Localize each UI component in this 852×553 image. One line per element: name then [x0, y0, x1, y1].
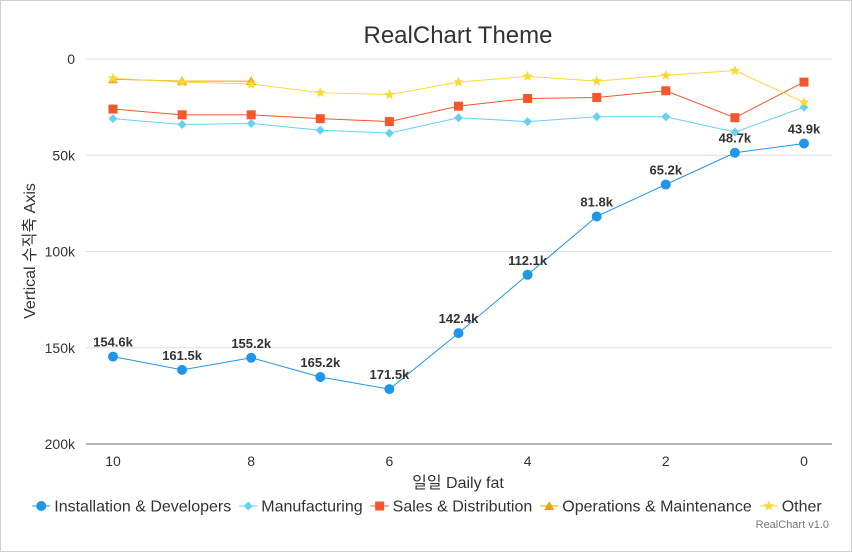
marker-circle: [246, 352, 257, 363]
marker-diamond: [454, 113, 463, 123]
legend-label: Installation & Developers: [54, 499, 231, 516]
marker-star: [591, 75, 602, 86]
series-markers: [107, 65, 810, 395]
marker-square: [108, 104, 118, 114]
marker-star: [453, 76, 464, 87]
marker-square: [661, 86, 671, 96]
chart-title: RealChart Theme: [364, 22, 553, 49]
marker-star: [798, 96, 810, 107]
marker-square: [315, 114, 325, 124]
legend-item[interactable]: Manufacturing: [239, 499, 363, 516]
data-label: 171.5k: [370, 367, 411, 382]
y-tick-label: 150k: [45, 340, 76, 356]
marker-circle: [729, 147, 740, 158]
y-axis-title: Vertical 수직축 Axis: [21, 183, 39, 319]
marker-diamond: [315, 125, 325, 135]
marker-star: [522, 70, 533, 81]
marker-circle: [591, 211, 602, 222]
marker-triangle: [544, 501, 555, 510]
marker-square: [592, 93, 602, 102]
marker-square: [799, 77, 809, 87]
data-label: 81.8k: [580, 194, 613, 209]
legend-label: Manufacturing: [261, 499, 362, 516]
data-label: 48.7k: [719, 131, 752, 146]
marker-star: [315, 87, 326, 98]
marker-diamond: [177, 119, 187, 129]
marker-square: [730, 113, 740, 123]
x-tick-label: 10: [105, 453, 121, 469]
marker-circle: [799, 138, 809, 149]
marker-circle: [315, 372, 326, 383]
marker-star: [384, 89, 395, 100]
legend-label: Operations & Maintenance: [562, 499, 752, 516]
data-labels: 154.6k 161.5k 155.2k 165.2k 171.5k 142.4k 112.…: [93, 122, 821, 383]
marker-square: [384, 117, 394, 127]
data-label: 155.2k: [231, 336, 272, 351]
x-tick-label: 6: [386, 453, 394, 469]
marker-square: [454, 101, 463, 111]
x-tick-label: 0: [800, 453, 808, 469]
y-tick-labels: 0 50k 100k 150k 200k: [45, 51, 76, 452]
x-tick-label: 4: [524, 453, 532, 469]
x-tick-label: 8: [247, 453, 255, 469]
marker-square: [523, 93, 533, 103]
marker-star: [660, 69, 671, 80]
marker-star: [246, 78, 257, 89]
x-tick-labels: 10 8 6 4 2 0: [105, 453, 808, 469]
marker-square: [177, 110, 187, 120]
marker-square: [246, 110, 256, 120]
series-line: [112, 70, 805, 103]
marker-circle: [660, 179, 671, 190]
marker-diamond: [384, 128, 394, 138]
marker-circle: [384, 384, 395, 395]
marker-circle: [522, 269, 533, 280]
data-label: 142.4k: [439, 311, 480, 326]
marker-circle: [453, 328, 464, 339]
marker-star: [107, 72, 119, 83]
marker-diamond: [730, 127, 740, 137]
y-tick-label: 100k: [45, 244, 76, 260]
legend-item[interactable]: Sales & Distribution: [370, 499, 533, 516]
credit-label: RealChart v1.0: [756, 519, 829, 531]
grid-lines: [86, 58, 832, 445]
data-label: 65.2k: [650, 163, 683, 178]
y-tick-label: 0: [67, 51, 75, 67]
marker-star: [176, 76, 188, 87]
series-line: [112, 143, 805, 390]
legend-label: Sales & Distribution: [393, 499, 533, 516]
x-axis-title: 일일 Daily fat: [412, 474, 504, 492]
marker-diamond: [246, 118, 256, 128]
marker-diamond: [592, 112, 602, 122]
marker-circle: [36, 501, 47, 511]
y-tick-label: 50k: [52, 147, 76, 163]
data-label: 112.1k: [508, 253, 548, 268]
marker-star: [729, 65, 741, 75]
data-label: 161.5k: [162, 348, 203, 363]
marker-circle: [177, 364, 188, 375]
legend[interactable]: Installation & Developers Manufacturing Sa…: [32, 499, 822, 516]
legend-item[interactable]: Operations & Maintenance: [540, 499, 752, 516]
y-tick-label: 200k: [45, 436, 76, 452]
marker-diamond: [523, 117, 533, 127]
marker-square: [375, 501, 385, 511]
data-label: 165.2k: [300, 355, 341, 370]
marker-diamond: [243, 501, 253, 511]
data-label: 154.6k: [93, 335, 134, 350]
marker-diamond: [661, 112, 671, 122]
data-label: 43.9k: [788, 122, 821, 137]
marker-circle: [108, 351, 118, 362]
legend-label: Other: [782, 499, 823, 516]
marker-diamond: [108, 114, 118, 124]
x-tick-label: 2: [662, 453, 670, 469]
legend-item[interactable]: Other: [759, 499, 823, 516]
marker-star: [763, 500, 774, 511]
legend-item[interactable]: Installation & Developers: [32, 499, 231, 516]
